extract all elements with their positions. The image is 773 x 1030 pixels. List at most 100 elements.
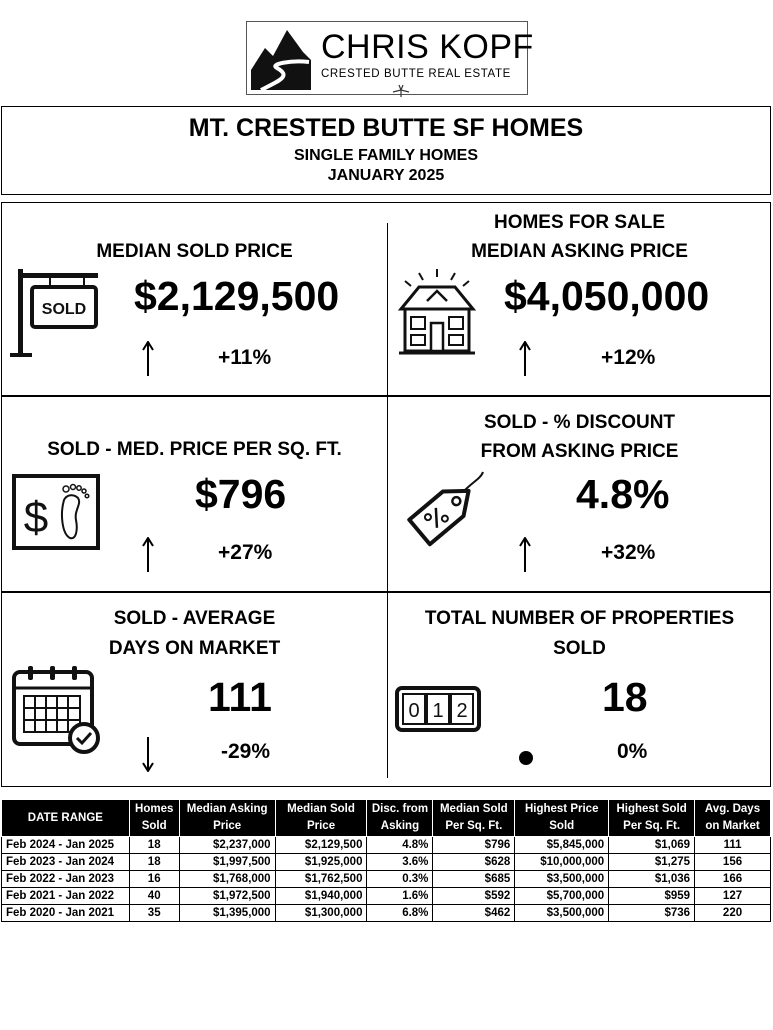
table-cell: 0.3% bbox=[366, 870, 434, 888]
metric-heading-line2: FROM ASKING PRICE bbox=[480, 441, 679, 462]
metric-heading: MEDIAN SOLD PRICE bbox=[96, 241, 293, 262]
table-cell: Feb 2022 - Jan 2023 bbox=[1, 870, 130, 888]
counter-digit: 0 bbox=[408, 700, 419, 722]
arrow-up-icon bbox=[519, 341, 531, 376]
table-row: Feb 2020 - Jan 2021 35 $1,395,000 $1,300… bbox=[1, 904, 771, 922]
sold-sign-icon: SOLD bbox=[10, 269, 98, 357]
counter-icon: 0 1 2 bbox=[395, 686, 481, 732]
table-cell: 18 bbox=[128, 853, 180, 871]
table-cell: Feb 2021 - Jan 2022 bbox=[1, 887, 130, 905]
table-cell: Feb 2024 - Jan 2025 bbox=[1, 836, 130, 854]
metric-value: $2,129,500 bbox=[134, 273, 340, 319]
metric-change: +12% bbox=[601, 346, 656, 369]
metric-heading: SOLD - AVERAGE bbox=[113, 608, 276, 629]
sold-sign-label: SOLD bbox=[42, 301, 86, 318]
col-header-median-sold: Median Sold Price bbox=[274, 799, 368, 837]
arrow-up-icon bbox=[519, 537, 531, 572]
table-cell: $796 bbox=[432, 836, 516, 854]
table-cell: $462 bbox=[432, 904, 516, 922]
table-cell: $736 bbox=[608, 904, 696, 922]
metric-change: -29% bbox=[221, 740, 271, 763]
metric-heading-line2: SOLD bbox=[553, 638, 606, 659]
table-cell: $592 bbox=[432, 887, 516, 905]
discount-tag-icon bbox=[407, 471, 484, 547]
grid-divider-horizontal bbox=[2, 395, 770, 397]
table-cell: 220 bbox=[694, 904, 771, 922]
table-cell: 18 bbox=[128, 836, 180, 854]
table-cell: $1,762,500 bbox=[274, 870, 368, 888]
metric-change: +32% bbox=[601, 541, 656, 564]
metric-change: +11% bbox=[218, 346, 272, 369]
table-cell: $1,972,500 bbox=[178, 887, 276, 905]
metric-change: +27% bbox=[218, 541, 273, 564]
table-cell: $3,500,000 bbox=[514, 870, 610, 888]
report-period: JANUARY 2025 bbox=[327, 167, 445, 184]
metric-median-sold-price: MEDIAN SOLD PRICE SOLD $2,129,500 +11% bbox=[2, 203, 387, 398]
table-row: Feb 2021 - Jan 2022 40 $1,972,500 $1,940… bbox=[1, 887, 771, 905]
metric-heading: TOTAL NUMBER OF PROPERTIES bbox=[424, 608, 735, 629]
logo-tagline: CRESTED BUTTE REAL ESTATE bbox=[321, 68, 511, 80]
table-cell: $2,237,000 bbox=[178, 836, 276, 854]
table-cell: $628 bbox=[432, 853, 516, 871]
metric-change: 0% bbox=[617, 740, 648, 763]
metric-value: 4.8% bbox=[576, 471, 670, 517]
table-cell: Feb 2020 - Jan 2021 bbox=[1, 904, 130, 922]
table-cell: 3.6% bbox=[366, 853, 434, 871]
table-row: Feb 2022 - Jan 2023 16 $1,768,000 $1,762… bbox=[1, 870, 771, 888]
table-cell: 4.8% bbox=[366, 836, 434, 854]
table-cell: $1,997,500 bbox=[178, 853, 276, 871]
svg-text:$: $ bbox=[24, 493, 48, 542]
table-cell: $1,275 bbox=[608, 853, 696, 871]
table-cell: $3,500,000 bbox=[514, 904, 610, 922]
arrow-up-icon bbox=[142, 537, 154, 572]
report-title-box: MT. CRESTED BUTTE SF HOMES SINGLE FAMILY… bbox=[1, 106, 771, 195]
table-cell: $1,036 bbox=[608, 870, 696, 888]
table-cell: Feb 2023 - Jan 2024 bbox=[1, 853, 130, 871]
table-cell: 40 bbox=[128, 887, 180, 905]
metric-heading-line2: MEDIAN ASKING PRICE bbox=[471, 241, 688, 262]
table-cell: $5,700,000 bbox=[514, 887, 610, 905]
col-header-median-sqft: Median Sold Per Sq. Ft. bbox=[432, 799, 516, 837]
metric-heading: SOLD - MED. PRICE PER SQ. FT. bbox=[47, 439, 342, 460]
col-header-median-asking: Median Asking Price bbox=[178, 799, 276, 837]
metric-value: $796 bbox=[195, 471, 287, 517]
table-cell: $685 bbox=[432, 870, 516, 888]
table-cell: 6.8% bbox=[366, 904, 434, 922]
metrics-grid: MEDIAN SOLD PRICE SOLD $2,129,500 +11% H… bbox=[1, 202, 771, 787]
table-row: Feb 2023 - Jan 2024 18 $1,997,500 $1,925… bbox=[1, 853, 771, 871]
table-cell: 111 bbox=[694, 836, 771, 854]
table-cell: $2,129,500 bbox=[274, 836, 368, 854]
table-cell: $959 bbox=[608, 887, 696, 905]
table-cell: $1,300,000 bbox=[274, 904, 368, 922]
logo-name: CHRIS KOPF bbox=[321, 28, 534, 66]
col-header-highest-sqft: Highest Sold Per Sq. Ft. bbox=[608, 799, 696, 837]
dollar-footprint-icon: $ bbox=[12, 474, 100, 550]
grid-divider-horizontal bbox=[2, 591, 770, 593]
table-cell: 166 bbox=[694, 870, 771, 888]
table-cell: $1,925,000 bbox=[274, 853, 368, 871]
col-header-homes-sold: Homes Sold bbox=[128, 799, 180, 837]
no-change-dot-icon bbox=[519, 751, 533, 765]
house-icon bbox=[397, 269, 477, 355]
arrow-up-icon bbox=[142, 341, 154, 376]
table-header-row: DATE RANGE Homes Sold Median Asking Price … bbox=[1, 799, 771, 837]
col-header-discount: Disc. from Asking bbox=[366, 799, 434, 837]
counter-digit: 2 bbox=[456, 700, 467, 722]
calendar-check-icon bbox=[12, 666, 100, 754]
metric-value: 111 bbox=[208, 674, 272, 720]
logo: CHRIS KOPF CRESTED BUTTE REAL ESTATE bbox=[246, 21, 533, 97]
table-cell: 127 bbox=[694, 887, 771, 905]
table-cell: 1.6% bbox=[366, 887, 434, 905]
table-cell: $1,768,000 bbox=[178, 870, 276, 888]
table-cell: $1,940,000 bbox=[274, 887, 368, 905]
table-cell: 35 bbox=[128, 904, 180, 922]
table-cell: $1,069 bbox=[608, 836, 696, 854]
table-cell: 156 bbox=[694, 853, 771, 871]
counter-digit: 1 bbox=[432, 700, 443, 722]
metric-total-properties-sold: TOTAL NUMBER OF PROPERTIES SOLD 0 1 2 18… bbox=[387, 594, 772, 789]
metric-value: 18 bbox=[602, 674, 648, 720]
table-row: Feb 2024 - Jan 2025 18 $2,237,000 $2,129… bbox=[1, 836, 771, 854]
metric-heading-line2: DAYS ON MARKET bbox=[108, 638, 281, 659]
metric-price-per-sqft: SOLD - MED. PRICE PER SQ. FT. $ $796 +27… bbox=[2, 398, 387, 593]
table-cell: $1,395,000 bbox=[178, 904, 276, 922]
